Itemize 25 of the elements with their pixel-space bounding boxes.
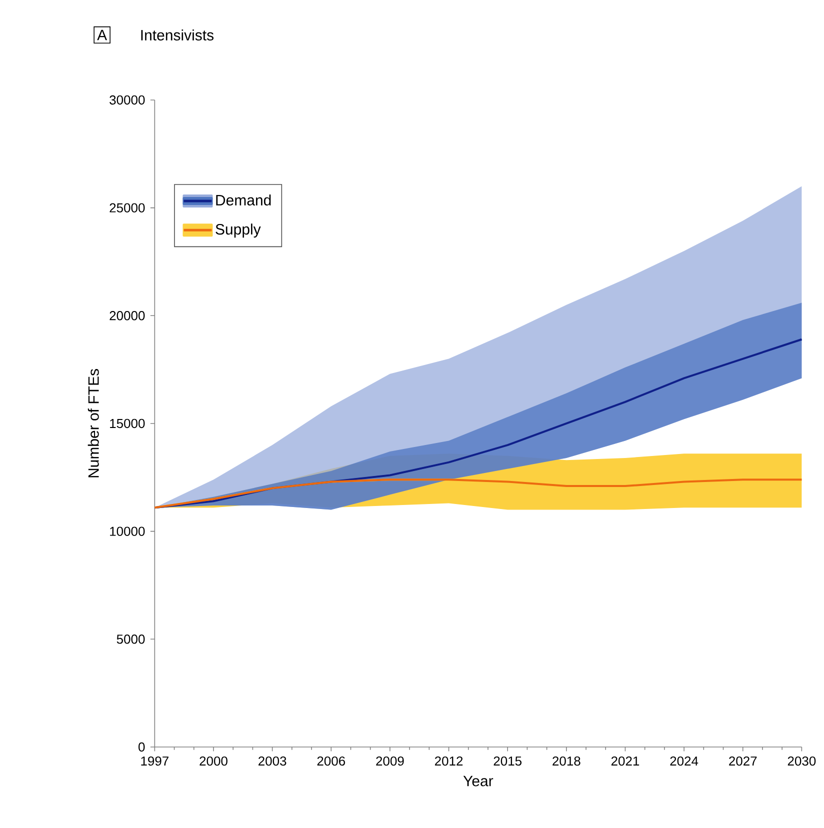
y-tick-label: 5000 <box>116 634 145 644</box>
x-tick-label: 2009 <box>376 756 404 766</box>
x-tick-label: 2021 <box>612 756 640 766</box>
y-tick-label: 10000 <box>110 526 145 536</box>
x-tick-label: 2030 <box>788 756 816 766</box>
x-tick-label: 2000 <box>200 756 228 766</box>
x-tick-label: 2006 <box>317 756 346 766</box>
text: A <box>97 30 108 40</box>
x-tick-label: 2003 <box>258 756 286 766</box>
legend-label: Supply <box>216 224 261 238</box>
y-tick-label: 25000 <box>110 203 145 212</box>
y-tick-label: 0 <box>138 742 145 752</box>
x-tick-label: 2015 <box>494 756 522 766</box>
x-tick-label: 2018 <box>552 756 580 766</box>
legend-label: Demand <box>216 194 271 206</box>
x-tick-label: 2027 <box>729 756 757 766</box>
y-tick-label: 15000 <box>110 418 145 428</box>
x-tick-label: 2012 <box>435 756 463 766</box>
chart-title: Intensivists <box>141 29 214 40</box>
x-tick-label: 2024 <box>670 756 698 766</box>
y-tick-label: 20000 <box>110 311 145 320</box>
y-axis-title: Number of FTEs <box>88 369 100 478</box>
y-tick-label: 30000 <box>110 95 145 105</box>
x-axis-title: Year <box>464 776 494 786</box>
x-tick-label: 1997 <box>141 756 169 766</box>
